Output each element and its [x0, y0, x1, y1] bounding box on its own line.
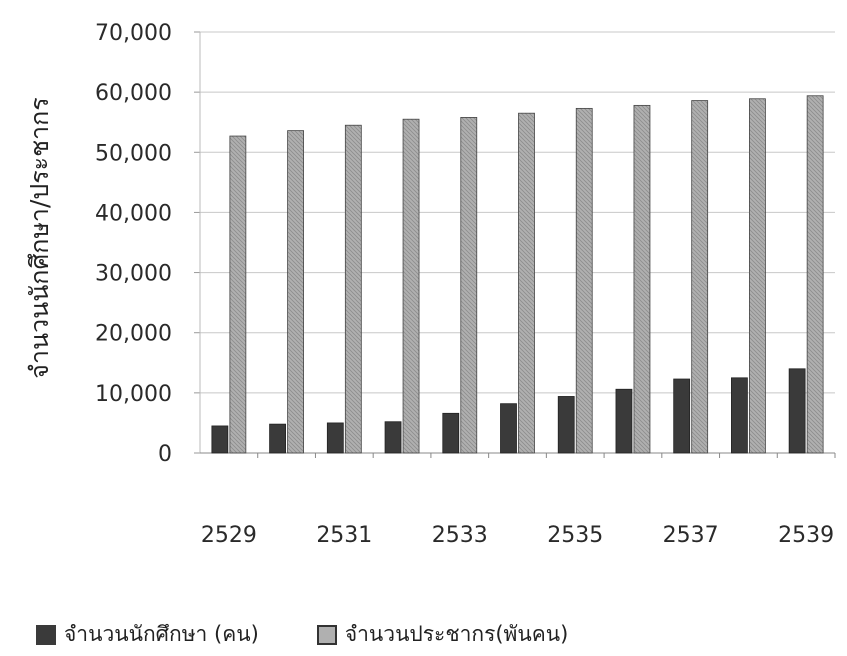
x-tick-label: 2537: [663, 523, 719, 548]
bar-population: [575, 107, 593, 454]
bar-students: [615, 388, 633, 454]
y-tick-label: 10,000: [95, 382, 172, 407]
legend-item-students: จำนวนนักศึกษา (คน): [36, 618, 259, 651]
y-tick-label: 20,000: [95, 322, 172, 347]
bar-population: [518, 112, 535, 454]
bar-students: [673, 378, 691, 454]
bar-population: [344, 124, 362, 454]
y-tick-label: 60,000: [95, 81, 172, 106]
y-tick-labels: 0 10,000 20,000 30,000 40,000 50,000 60,000 70,…: [95, 21, 172, 467]
x-tick-label: 2539: [778, 523, 834, 548]
bar-students: [384, 421, 402, 454]
bar-population: [633, 104, 651, 454]
gridlines: [200, 31, 835, 394]
bar-students: [326, 422, 344, 454]
bar-population: [749, 98, 766, 454]
bar-population: [460, 117, 478, 454]
legend: จำนวนนักศึกษา (คน) จำนวนประชากร(พันคน): [36, 618, 626, 651]
y-tick-label: 0: [158, 442, 172, 467]
legend-swatch-population: [316, 624, 337, 645]
bar-students: [557, 396, 575, 454]
y-tick-label: 40,000: [95, 201, 172, 226]
bar-population: [287, 130, 304, 454]
bar-students: [788, 368, 806, 454]
y-tick-label: 50,000: [95, 141, 172, 166]
bar-students: [269, 423, 286, 454]
x-tick-label: 2535: [547, 523, 603, 548]
bar-population: [402, 118, 420, 454]
bar-students: [442, 412, 460, 454]
bar-population: [691, 100, 709, 454]
y-axis-label: จำนวนนักศึกษา/ประชากร: [25, 97, 54, 378]
bar-population: [806, 95, 824, 454]
bar-population: [229, 135, 247, 454]
x-tick-label: 2529: [201, 523, 257, 548]
bar-chart: 0 10,000 20,000 30,000 40,000 50,000 60,000 70,…: [25, 21, 836, 548]
y-tick-label: 70,000: [95, 21, 172, 46]
legend-label-students: จำนวนนักศึกษา (คน): [64, 622, 259, 646]
bars: [211, 95, 824, 454]
x-tick-label: 2533: [432, 523, 488, 548]
legend-item-population: จำนวนประชากร(พันคน): [316, 618, 569, 651]
axes: [194, 31, 836, 458]
bar-students: [211, 425, 229, 454]
legend-label-population: จำนวนประชากร(พันคน): [344, 622, 569, 646]
legend-swatch-students: [36, 624, 56, 645]
x-tick-label: 2531: [316, 523, 372, 548]
bar-students: [500, 403, 517, 454]
y-tick-label: 30,000: [95, 262, 172, 287]
bar-students: [731, 377, 748, 454]
x-tick-labels: 2529 2531 2533 2535 2537 2539: [201, 523, 834, 548]
